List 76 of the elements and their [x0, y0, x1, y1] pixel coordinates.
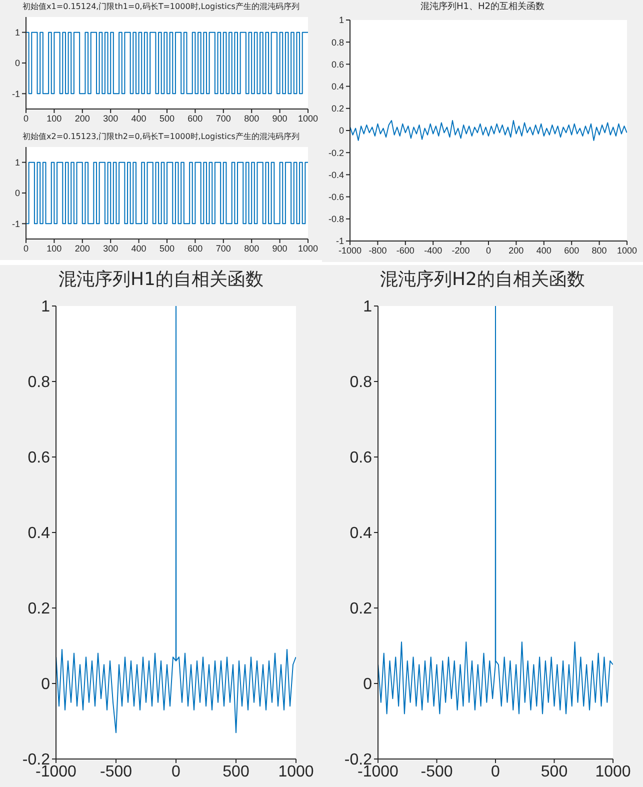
y-tick-label: 0.2 — [28, 600, 50, 618]
y-tick-label: -0.6 — [328, 192, 344, 202]
y-tick-label: 0.8 — [28, 374, 50, 392]
x-tick-label: 600 — [188, 113, 203, 124]
x-tick-label: -1000 — [338, 245, 362, 256]
y-tick-label: 0 — [14, 188, 20, 198]
x-tick-label: 700 — [216, 243, 231, 254]
x-tick-label: -500 — [100, 763, 132, 780]
chart-title: 混沌序列H1的自相关函数 — [58, 268, 264, 292]
x-tick-label: 400 — [536, 245, 552, 256]
x-tick-label: 500 — [159, 113, 175, 124]
y-tick-label: 0.8 — [350, 374, 372, 392]
x-tick-label: 0 — [486, 245, 492, 256]
y-tick-label: 1 — [14, 158, 20, 168]
x-tick-label: 100 — [46, 243, 62, 254]
y-tick-label: 0.6 — [350, 450, 372, 467]
y-tick-label: -1 — [336, 236, 344, 246]
y-tick-label: -0.8 — [328, 214, 344, 224]
x-tick-label: -500 — [420, 763, 453, 780]
x-tick-label: 1000 — [298, 243, 318, 254]
x-tick-label: 0 — [491, 763, 500, 780]
y-tick-label: 1 — [363, 298, 372, 316]
y-tick-label: -1 — [12, 218, 20, 229]
x-tick-label: 1000 — [278, 763, 314, 780]
x-tick-label: 300 — [103, 243, 118, 254]
y-tick-label: 0.2 — [350, 600, 372, 618]
line-series — [56, 306, 296, 734]
x-tick-label: 400 — [131, 113, 146, 124]
y-tick-label: 0.4 — [331, 81, 344, 92]
x-tick-label: 0 — [172, 763, 181, 780]
x-tick-label: -400 — [424, 245, 442, 256]
x-tick-label: 400 — [131, 243, 146, 254]
x-tick-label: 500 — [222, 763, 250, 780]
x-tick-label: 1000 — [616, 245, 638, 256]
x-tick-label: 500 — [159, 243, 175, 254]
y-tick-label: -1 — [12, 88, 20, 99]
y-tick-label: 1 — [41, 298, 50, 316]
x-tick-label: 900 — [272, 243, 288, 254]
y-tick-label: 0 — [338, 126, 344, 136]
y-tick-label: 0 — [14, 58, 20, 68]
y-tick-label: -0.2 — [328, 148, 344, 158]
x-tick-label: 900 — [272, 113, 288, 124]
chart-title: 初始值x2=0.15123,门限th2=0,码长T=1000时,Logistics产生的混沌码序列 — [22, 131, 300, 143]
chart-title: 混沌序列H1、H2的互相关函数 — [420, 0, 546, 14]
x-tick-label: 1000 — [298, 113, 318, 124]
y-tick-label: 0 — [41, 676, 50, 694]
x-tick-label: -800 — [368, 245, 387, 256]
x-tick-label: 800 — [244, 113, 260, 124]
y-tick-label: 0.4 — [28, 525, 50, 542]
y-tick-label: 0.6 — [28, 450, 50, 467]
x-tick-label: 1000 — [595, 763, 631, 780]
y-tick-label: -0.4 — [328, 170, 344, 180]
x-tick-label: -600 — [396, 245, 414, 256]
chart-title: 混沌序列H2的自相关函数 — [379, 268, 586, 292]
y-tick-label: 1 — [14, 28, 20, 38]
x-tick-label: 800 — [244, 243, 260, 254]
x-tick-label: 200 — [508, 245, 524, 256]
x-tick-label: 800 — [592, 245, 607, 256]
y-tick-label: 0.4 — [350, 525, 372, 542]
line-series — [350, 120, 627, 141]
x-tick-label: 600 — [564, 245, 580, 256]
chart-title: 初始值x1=0.15124,门限th1=0,码长T=1000时,Logistics产生的混沌码序列 — [22, 1, 300, 13]
y-tick-label: 0.2 — [331, 104, 344, 114]
y-tick-label: 1 — [338, 15, 344, 26]
x-tick-label: -200 — [452, 245, 470, 256]
x-tick-label: 100 — [46, 113, 62, 124]
x-tick-label: 200 — [74, 243, 90, 254]
line-series — [378, 306, 613, 714]
x-tick-label: 300 — [103, 113, 118, 124]
y-tick-label: 0 — [363, 676, 372, 694]
y-tick-label: 0.8 — [331, 37, 344, 48]
x-tick-label: 600 — [188, 243, 203, 254]
x-tick-label: 700 — [216, 113, 231, 124]
x-tick-label: 500 — [540, 763, 568, 780]
y-tick-label: 0.6 — [331, 59, 344, 70]
x-tick-label: 200 — [74, 113, 90, 124]
